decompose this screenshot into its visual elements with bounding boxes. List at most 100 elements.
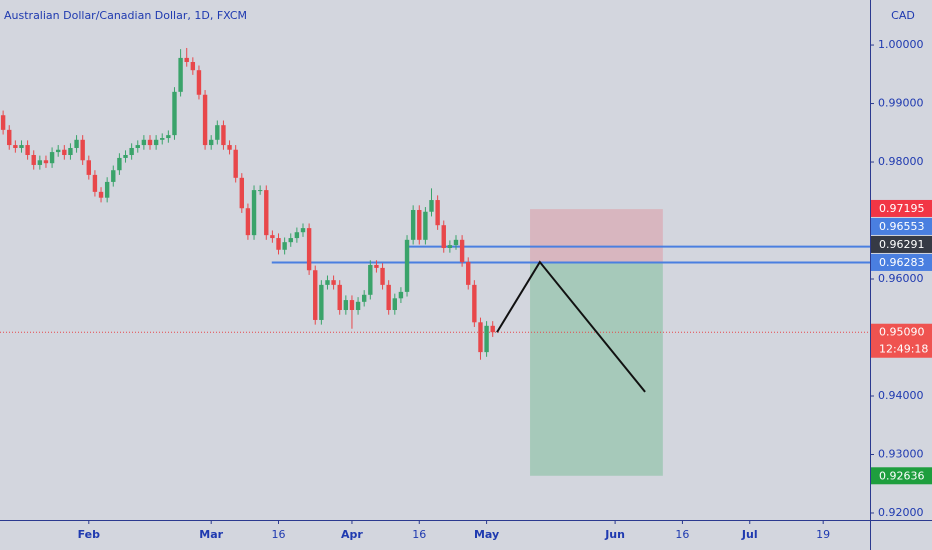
candle-body <box>319 284 324 320</box>
price-label-box <box>871 467 932 485</box>
candle-body <box>257 190 263 192</box>
price-label-box <box>871 217 932 235</box>
candle-body <box>441 225 446 249</box>
candle-body <box>80 139 85 161</box>
candle-body <box>251 190 257 236</box>
candle-body <box>245 208 251 236</box>
y-tick-label: 1.00000 <box>878 38 924 51</box>
candle-body <box>86 160 91 175</box>
candle-body <box>178 57 183 92</box>
x-tick-label: 16 <box>675 528 689 541</box>
candle-body <box>208 139 214 146</box>
x-tick-label: 16 <box>272 528 286 541</box>
candle-body <box>153 139 159 146</box>
candle-body <box>68 147 73 156</box>
candle-body <box>129 147 134 156</box>
candle-body <box>337 284 342 311</box>
price-label-box <box>871 253 932 271</box>
candle-body <box>453 239 459 246</box>
candle-body <box>141 139 147 146</box>
price-label: 0.95090 <box>879 326 925 339</box>
candle-body <box>276 238 281 250</box>
candle-body <box>160 138 165 140</box>
price-label: 0.96291 <box>879 238 925 251</box>
candle-body <box>300 228 306 233</box>
price-label-box <box>871 235 932 253</box>
candle-body <box>417 209 422 240</box>
candle-body <box>429 200 434 212</box>
currency-label: CAD <box>891 9 915 22</box>
candle-body <box>294 232 300 239</box>
projection-line <box>496 260 646 393</box>
y-tick-label: 0.96000 <box>878 272 924 285</box>
candle-body <box>184 57 189 63</box>
candle-body <box>288 238 293 243</box>
y-tick-label: 0.99000 <box>878 97 924 110</box>
x-tick-label: Feb <box>78 528 101 541</box>
candle-body <box>0 115 6 130</box>
candle-body <box>31 155 36 165</box>
candle-body <box>472 284 477 323</box>
candle-body <box>43 160 49 164</box>
candle-body <box>368 264 373 295</box>
candle-body <box>166 135 171 139</box>
candle-body <box>410 209 416 240</box>
price-label: 0.97195 <box>879 202 925 215</box>
candle-body <box>98 191 104 198</box>
candle-body <box>19 145 24 148</box>
price-label: 0.92636 <box>879 469 925 482</box>
candle-body <box>172 91 177 136</box>
candle-body <box>343 300 349 311</box>
candle-body <box>55 149 61 153</box>
candle-body <box>374 264 379 268</box>
chart-title: Australian Dollar/Canadian Dollar, 1D, F… <box>4 9 247 22</box>
candle-body <box>282 242 287 250</box>
candle-body <box>490 325 495 333</box>
candle-body <box>37 160 43 165</box>
candle-body <box>386 284 391 311</box>
candle-body <box>380 267 385 285</box>
candle-body <box>392 298 397 311</box>
candle-body <box>227 145 232 150</box>
candle-body <box>325 280 330 285</box>
candle-body <box>398 291 404 299</box>
candle-body <box>147 139 153 146</box>
x-tick-label: 19 <box>816 528 830 541</box>
candle-body <box>423 211 428 240</box>
price-label: 0.96553 <box>879 220 925 233</box>
candle-body <box>484 325 489 353</box>
candle-body <box>361 294 367 302</box>
candle-body <box>92 174 98 192</box>
candle-body <box>239 177 244 209</box>
price-label-box <box>871 323 932 358</box>
candle-body <box>49 152 55 164</box>
stop-zone <box>530 209 663 263</box>
candle-body <box>135 145 140 148</box>
candle-body <box>111 170 116 182</box>
y-tick-label: 0.92000 <box>878 506 924 519</box>
candle-body <box>196 70 202 95</box>
price-label: 0.96283 <box>879 256 925 269</box>
x-tick-label: 16 <box>412 528 426 541</box>
y-tick-label: 0.93000 <box>878 447 924 460</box>
candle-body <box>355 301 361 311</box>
candle-body <box>478 322 483 353</box>
candle-body <box>221 125 226 146</box>
candle-body <box>25 145 30 156</box>
countdown: 12:49:18 <box>879 343 928 356</box>
price-label-box <box>871 199 932 217</box>
x-tick-label: Jul <box>741 528 758 541</box>
candle-body <box>349 300 355 311</box>
candle-body <box>13 145 18 148</box>
candle-body <box>123 155 128 158</box>
candle-body <box>7 129 12 146</box>
y-tick-label: 0.98000 <box>878 155 924 168</box>
candle-body <box>435 200 440 226</box>
x-tick-label: May <box>474 528 499 541</box>
candle-body <box>215 125 220 140</box>
candle-body <box>62 149 67 156</box>
candle-body <box>313 270 318 320</box>
x-tick-label: Mar <box>199 528 223 541</box>
target-zone <box>530 262 663 476</box>
